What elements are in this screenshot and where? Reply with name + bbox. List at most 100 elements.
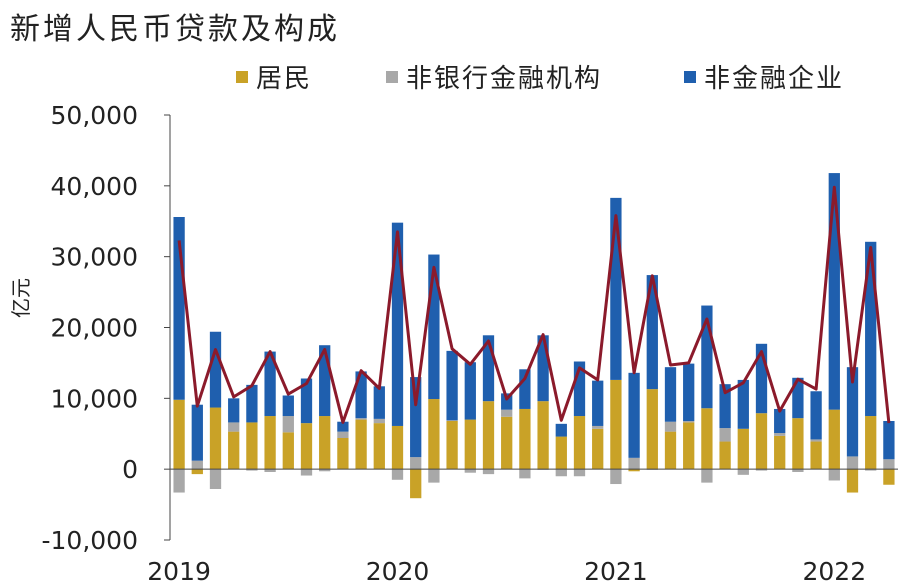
bar-household [300,423,313,470]
bar-nonbank [555,469,567,477]
y-tick-label: 50,000 [51,101,138,130]
bar-nonbank [664,421,677,432]
bar-nonbank [355,418,367,420]
bar-nonbank [573,469,586,477]
bar-corporate [300,378,313,424]
bar-household [373,423,385,470]
bar-household [228,431,240,470]
y-tick-label: 40,000 [51,172,138,201]
bar-household [246,422,258,470]
bar-household [628,469,640,472]
bar-household [319,416,331,470]
bar-household [664,431,677,470]
legend-label-household: 居民 [256,64,313,94]
bar-nonbank [209,469,222,489]
x-tick-label: 2020 [366,557,430,582]
bar-household [828,409,840,470]
bar-household [683,422,695,470]
bar-household [337,438,349,470]
bar-nonbank [300,469,313,476]
bar-nonbank [810,439,822,442]
bar-corporate [646,275,658,390]
legend-swatch-nonbank [386,70,398,83]
bar-nonbank [846,456,859,470]
bar-household [737,428,749,470]
bar-household [191,469,203,475]
bar-nonbank [592,425,604,429]
y-tick-label: -10,000 [42,526,139,555]
bar-household [282,432,294,470]
bar-corporate [501,393,513,410]
legend-swatch-corporate [684,70,696,83]
bar-household [792,418,804,470]
bar-corporate [701,305,713,409]
bar-nonbank [628,457,640,470]
y-tick-label: 10,000 [51,384,138,413]
bar-corporate [428,254,440,400]
bar-corporate [883,421,895,460]
bar-nonbank [774,433,786,436]
bar-household [846,469,859,493]
bar-corporate [774,408,786,434]
bar-corporate [737,379,749,429]
bar-household [810,441,822,470]
bar-corporate [537,335,549,402]
bar-corporate [264,351,276,417]
bar-household [592,428,604,470]
bar-corporate [410,377,422,458]
bar-corporate [573,361,586,417]
bar-nonbank [683,421,695,423]
bar-household [865,416,877,470]
legend-label-corporate: 非金融企业 [704,64,845,94]
bar-household [264,416,276,470]
bar-household [173,399,185,470]
bar-corporate [446,350,458,421]
bar-household [482,401,495,470]
legend-swatch-household [236,70,248,83]
bar-corporate [810,391,822,440]
bar-corporate [519,369,531,409]
bar-corporate [664,367,677,422]
bar-nonbank [264,469,276,472]
bar-household [464,419,476,470]
bar-corporate [828,173,840,410]
y-tick-label: 20,000 [51,314,138,343]
bar-nonbank [428,469,440,483]
y-tick-label: 30,000 [51,243,138,272]
bar-household [428,399,440,470]
x-tick-label: 2019 [147,557,211,582]
legend-item-household: 居民 [236,58,312,95]
bar-household [555,436,567,470]
bar-household [537,401,549,470]
bar-corporate [373,386,385,419]
bar-corporate [337,421,349,432]
bar-corporate [246,384,258,423]
chart-title: 新增人民币贷款及构成 [10,12,340,47]
bar-corporate [191,404,203,461]
bar-corporate [319,345,331,417]
bar-corporate [555,423,567,437]
bar-corporate [464,362,476,420]
bar-household [209,407,222,470]
bar-corporate [482,335,495,402]
legend-item-nonbank: 非银行金融机构 [386,58,602,95]
bar-nonbank [391,469,404,480]
bar-nonbank [519,469,531,479]
total-line [177,185,891,424]
bar-nonbank [792,469,804,472]
bar-corporate [228,398,240,423]
bar-nonbank [610,469,622,485]
bar-household [610,379,622,470]
bar-household [391,425,404,470]
y-axis-title: 亿元 [9,278,33,318]
bar-nonbank [319,469,331,472]
bar-nonbank [282,416,294,433]
bar-corporate [683,363,695,421]
bar-household [701,408,713,470]
bar-nonbank [719,428,731,442]
bar-corporate [792,377,804,419]
bar-corporate [719,384,731,429]
bar-corporate [391,222,404,426]
bar-corporate [846,367,859,457]
